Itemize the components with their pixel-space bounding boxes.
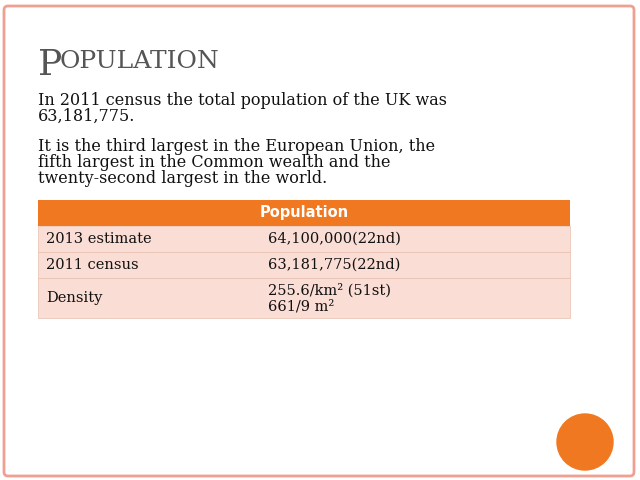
Bar [38,252,570,278]
Text: 63,181,775(22nd): 63,181,775(22nd) [268,258,401,272]
Text: P: P [38,48,62,82]
Text: 661/9 m²: 661/9 m² [268,299,334,313]
Text: 2011 census: 2011 census [46,258,139,272]
FancyBboxPatch shape [4,6,634,476]
Text: twenty-second largest in the world.: twenty-second largest in the world. [38,170,327,187]
Text: It is the third largest in the European Union, the: It is the third largest in the European … [38,138,435,155]
Text: 255.6/km² (51st): 255.6/km² (51st) [268,283,391,297]
Bar [38,226,570,252]
Text: fifth largest in the Common wealth and the: fifth largest in the Common wealth and t… [38,154,390,171]
Text: OPULATION: OPULATION [60,50,220,73]
Text: 63,181,775.: 63,181,775. [38,108,136,125]
Circle shape [557,414,613,470]
Text: In 2011 census the total population of the UK was: In 2011 census the total population of t… [38,92,447,109]
Text: Density: Density [46,291,102,305]
Bar [38,278,570,318]
Text: Population: Population [259,205,349,220]
Text: 2013 estimate: 2013 estimate [46,232,152,246]
Text: 64,100,000(22nd): 64,100,000(22nd) [268,232,401,246]
Bar [38,200,570,226]
